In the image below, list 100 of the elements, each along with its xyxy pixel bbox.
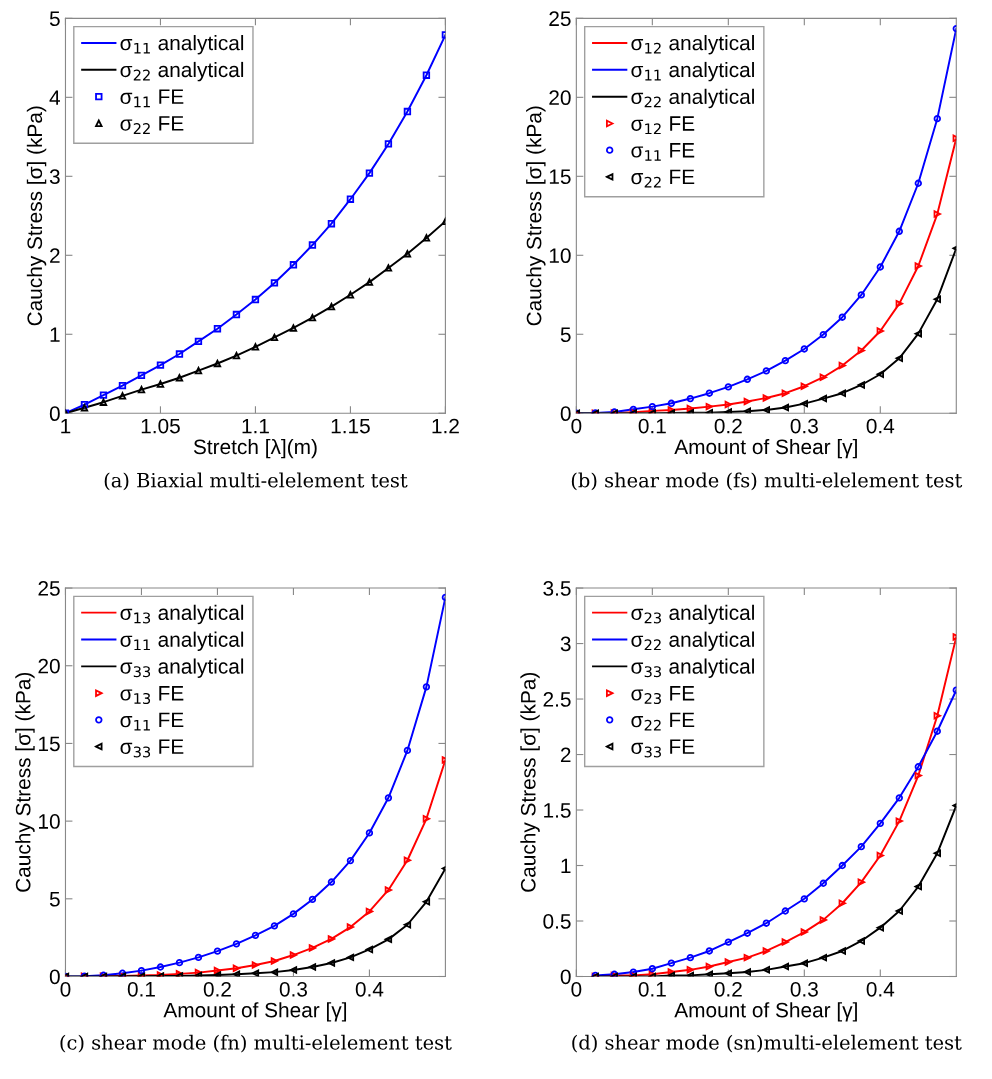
y-axis-title: Cauchy Stress [σ] (kPa) <box>15 672 35 892</box>
point <box>365 169 374 177</box>
y-tick-label: 2.5 <box>543 692 571 707</box>
point <box>781 356 789 365</box>
y-tick-label: 5 <box>49 892 60 907</box>
legend-label: σ$_{11}$ analytical <box>631 61 754 82</box>
point <box>156 380 165 388</box>
point <box>403 921 412 929</box>
point <box>118 392 127 400</box>
point <box>365 278 374 286</box>
point <box>819 373 827 381</box>
point <box>99 391 108 399</box>
y-tick-label: 1.5 <box>544 803 571 818</box>
point <box>819 879 827 887</box>
point <box>403 107 412 116</box>
point <box>346 923 355 931</box>
point <box>819 394 827 403</box>
point <box>213 947 222 955</box>
point <box>914 763 922 771</box>
point <box>724 969 733 977</box>
legend-label: σ$_{33}$ FE <box>120 739 184 758</box>
point <box>422 898 431 906</box>
point <box>308 895 317 904</box>
legend-label: σ$_{22}$ FE <box>631 169 695 188</box>
x-tick-label: 1.2 <box>432 418 459 434</box>
point <box>857 937 865 945</box>
legend-label: σ$_{22}$ analytical <box>631 88 754 109</box>
point <box>251 961 260 969</box>
point <box>289 951 298 959</box>
point <box>308 944 317 952</box>
y-tick-label: 3 <box>49 169 60 185</box>
legend-label: σ$_{11}$ FE <box>631 143 695 161</box>
x-tick-label: 0 <box>60 981 71 997</box>
point <box>743 929 752 937</box>
point <box>232 310 241 319</box>
legend-label: σ$_{12}$ analytical <box>631 35 754 55</box>
y-tick-label: 2 <box>50 248 60 263</box>
point <box>270 922 279 930</box>
point <box>289 910 298 918</box>
legend-label: σ$_{33}$ FE <box>631 739 695 758</box>
point <box>686 394 695 403</box>
legend-label: σ$_{22}$ FE <box>631 712 695 731</box>
point <box>194 337 203 346</box>
point <box>346 856 355 865</box>
point <box>118 381 127 390</box>
point <box>876 370 884 378</box>
point <box>914 179 922 187</box>
legend-label: σ$_{11}$ analytical <box>120 631 244 652</box>
point <box>667 399 676 407</box>
text: (a) Biaxial multi-elelement test <box>104 472 408 491</box>
y-tick-label: 10 <box>39 814 60 829</box>
point <box>895 227 903 235</box>
point <box>251 343 260 351</box>
y-tick-label: 15 <box>39 736 60 752</box>
x-tick-label: 0.4 <box>355 981 384 997</box>
point <box>213 966 222 975</box>
legend-label: σ$_{22}$ analytical <box>631 631 754 652</box>
x-axis-title: Stretch [λ](m) <box>193 438 317 459</box>
y-tick-label: 0.5 <box>543 914 571 929</box>
point <box>99 398 108 406</box>
x-tick-label: 0.1 <box>638 418 666 434</box>
point <box>327 935 336 943</box>
legend-label: σ$_{11}$ FE <box>120 712 184 731</box>
point <box>232 970 241 977</box>
y-tick-label: 0 <box>49 406 60 422</box>
point <box>213 325 222 333</box>
text: (b) shear mode (fs) multi-elelement test <box>571 472 963 491</box>
point <box>724 938 733 946</box>
x-tick-label: 0 <box>571 981 582 997</box>
point <box>213 359 222 368</box>
x-tick-label: 1.05 <box>141 418 180 434</box>
x-axis-title: Amount of Shear [γ] <box>674 1002 857 1022</box>
point <box>648 402 657 411</box>
point <box>781 403 789 412</box>
point <box>308 241 317 249</box>
x-tick-label: 1 <box>61 418 71 434</box>
x-tick-label: 0.3 <box>790 981 818 997</box>
point <box>914 882 922 891</box>
x-tick-label: 1.1 <box>242 418 269 434</box>
y-tick-label: 4 <box>49 90 60 105</box>
point <box>819 953 827 962</box>
point <box>384 264 393 272</box>
point <box>365 945 374 954</box>
y-tick-label: 2 <box>560 747 571 763</box>
point <box>762 966 771 974</box>
point <box>270 279 279 287</box>
point <box>914 329 922 338</box>
point <box>895 794 903 802</box>
legend-label: σ$_{13}$ FE <box>120 686 184 705</box>
x-tick-label: 0.2 <box>714 418 742 434</box>
point <box>876 263 884 271</box>
x-tick-label: 0.3 <box>790 418 818 434</box>
point <box>705 389 714 397</box>
point <box>933 849 941 857</box>
x-tick-label: 0.2 <box>714 981 742 997</box>
point <box>857 842 865 851</box>
point <box>194 366 203 375</box>
point <box>857 381 865 389</box>
point <box>270 333 279 342</box>
point <box>251 969 260 977</box>
